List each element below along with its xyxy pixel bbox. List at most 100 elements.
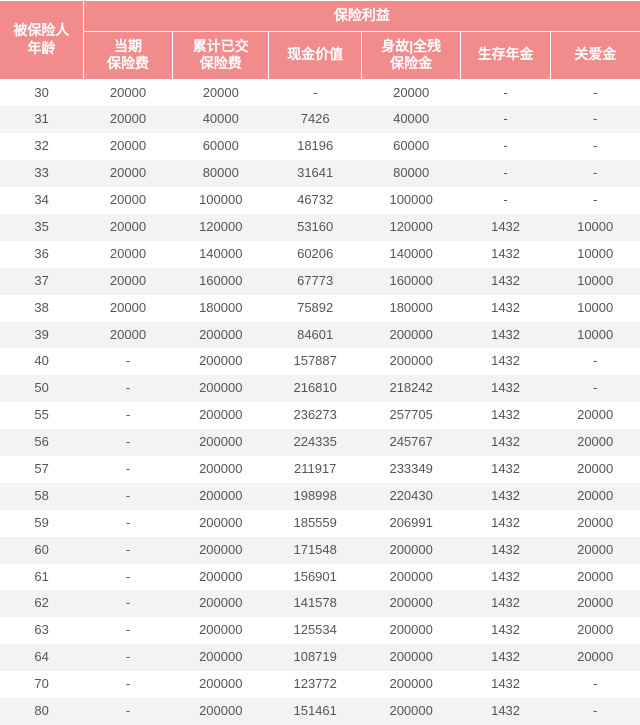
cell-age: 37: [0, 268, 83, 295]
cell-age: 63: [0, 617, 83, 644]
table-row: 3320000800003164180000--: [0, 160, 640, 187]
cell-death: 120000: [362, 214, 461, 241]
cell-cash-value: 46732: [269, 187, 362, 214]
cell-cum-premium: 200000: [173, 671, 269, 698]
cell-care: -: [550, 375, 640, 402]
cell-cash-value: 198998: [269, 483, 362, 510]
cell-annuity: 1432: [461, 295, 551, 322]
cell-annuity: 1432: [461, 214, 551, 241]
cell-premium: -: [83, 590, 173, 617]
cell-age: 58: [0, 483, 83, 510]
cell-cum-premium: 140000: [173, 241, 269, 268]
cell-age: 35: [0, 214, 83, 241]
cell-cum-premium: 160000: [173, 268, 269, 295]
cell-age: 70: [0, 671, 83, 698]
cell-care: 10000: [550, 268, 640, 295]
cell-age: 57: [0, 456, 83, 483]
cell-cum-premium: 200000: [173, 644, 269, 671]
cell-care: 20000: [550, 456, 640, 483]
cell-annuity: 1432: [461, 322, 551, 349]
cell-cum-premium: 40000: [173, 106, 269, 133]
table-row: 40-2000001578872000001432-: [0, 348, 640, 375]
cell-premium: -: [83, 617, 173, 644]
table-row: 60-200000171548200000143220000: [0, 537, 640, 564]
table-row: 372000016000067773160000143210000: [0, 268, 640, 295]
cell-cum-premium: 200000: [173, 510, 269, 537]
cell-cum-premium: 200000: [173, 322, 269, 349]
cell-cash-value: 236273: [269, 402, 362, 429]
cell-cum-premium: 200000: [173, 429, 269, 456]
cell-cash-value: 7426: [269, 106, 362, 133]
table-row: 352000012000053160120000143210000: [0, 214, 640, 241]
cell-age: 30: [0, 79, 83, 106]
cell-cum-premium: 120000: [173, 214, 269, 241]
cell-care: 20000: [550, 564, 640, 591]
header-age-line2: 年龄: [27, 40, 55, 56]
cell-cum-premium: 200000: [173, 617, 269, 644]
table-row: 342000010000046732100000--: [0, 187, 640, 214]
cell-annuity: 1432: [461, 483, 551, 510]
cell-cash-value: 185559: [269, 510, 362, 537]
cell-premium: -: [83, 564, 173, 591]
cell-cash-value: 125534: [269, 617, 362, 644]
cell-annuity: 1432: [461, 671, 551, 698]
cell-age: 55: [0, 402, 83, 429]
cell-annuity: 1432: [461, 402, 551, 429]
cell-age: 36: [0, 241, 83, 268]
cell-cum-premium: 200000: [173, 537, 269, 564]
header-benefits-group: 保险利益: [83, 1, 640, 32]
cell-care: 10000: [550, 322, 640, 349]
cell-premium: -: [83, 671, 173, 698]
cell-care: -: [550, 348, 640, 375]
cell-age: 32: [0, 133, 83, 160]
table-row: 58-200000198998220430143220000: [0, 483, 640, 510]
cell-cash-value: 216810: [269, 375, 362, 402]
cell-care: 20000: [550, 644, 640, 671]
cell-age: 59: [0, 510, 83, 537]
cell-care: -: [550, 133, 640, 160]
cell-death: 218242: [362, 375, 461, 402]
header-col-0-l1: 当期: [114, 38, 142, 54]
cell-premium: -: [83, 456, 173, 483]
cell-cash-value: 60206: [269, 241, 362, 268]
cell-death: 200000: [362, 564, 461, 591]
cell-annuity: 1432: [461, 698, 551, 725]
cell-care: 10000: [550, 214, 640, 241]
cell-annuity: 1432: [461, 617, 551, 644]
cell-death: 40000: [362, 106, 461, 133]
header-col-2: 现金价值: [269, 31, 362, 79]
cell-premium: 20000: [83, 79, 173, 106]
cell-death: 100000: [362, 187, 461, 214]
cell-care: 20000: [550, 429, 640, 456]
cell-annuity: 1432: [461, 456, 551, 483]
cell-cash-value: 123772: [269, 671, 362, 698]
header-col-0: 当期保险费: [83, 31, 173, 79]
cell-death: 220430: [362, 483, 461, 510]
table-row: 362000014000060206140000143210000: [0, 241, 640, 268]
cell-annuity: -: [461, 106, 551, 133]
table-header: 被保险人 年龄 保险利益 当期保险费累计已交保险费现金价值身故|全残保险金生存年…: [0, 1, 640, 80]
cell-cum-premium: 60000: [173, 133, 269, 160]
cell-age: 56: [0, 429, 83, 456]
cell-age: 33: [0, 160, 83, 187]
insurance-benefits-table: 被保险人 年龄 保险利益 当期保险费累计已交保险费现金价值身故|全残保险金生存年…: [0, 0, 640, 725]
cell-care: 10000: [550, 295, 640, 322]
cell-care: -: [550, 79, 640, 106]
header-sub-row: 当期保险费累计已交保险费现金价值身故|全残保险金生存年金关爱金: [0, 31, 640, 79]
cell-cum-premium: 200000: [173, 402, 269, 429]
cell-care: 20000: [550, 537, 640, 564]
cell-death: 200000: [362, 348, 461, 375]
cell-care: -: [550, 106, 640, 133]
cell-death: 233349: [362, 456, 461, 483]
header-col-0-l2: 保险费: [107, 55, 149, 71]
cell-annuity: 1432: [461, 429, 551, 456]
cell-care: 20000: [550, 510, 640, 537]
cell-annuity: -: [461, 187, 551, 214]
cell-premium: 20000: [83, 322, 173, 349]
cell-age: 38: [0, 295, 83, 322]
table-row: 50-2000002168102182421432-: [0, 375, 640, 402]
cell-cash-value: 108719: [269, 644, 362, 671]
cell-age: 50: [0, 375, 83, 402]
cell-cum-premium: 200000: [173, 348, 269, 375]
cell-age: 34: [0, 187, 83, 214]
